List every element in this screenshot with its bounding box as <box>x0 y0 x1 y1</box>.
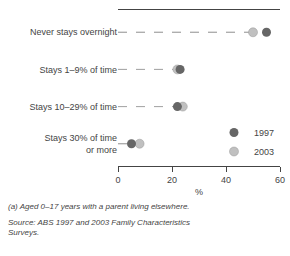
svg-text:Stays 1–9% of time: Stays 1–9% of time <box>39 65 117 75</box>
svg-text:%: % <box>195 187 203 197</box>
svg-text:0: 0 <box>115 175 120 185</box>
svg-text:1997: 1997 <box>254 128 274 138</box>
svg-text:40: 40 <box>221 175 231 185</box>
svg-text:Never stays overnight: Never stays overnight <box>30 27 118 37</box>
svg-text:60: 60 <box>275 175 285 185</box>
svg-text:20: 20 <box>167 175 177 185</box>
svg-text:Source: ABS 1997 and 2003 Fami: Source: ABS 1997 and 2003 Family Charact… <box>8 218 190 237</box>
svg-text:2003: 2003 <box>254 147 274 157</box>
svg-text:Stays 30% of timeor more: Stays 30% of timeor more <box>44 133 117 155</box>
svg-text:Stays 10–29% of time: Stays 10–29% of time <box>29 102 117 112</box>
svg-text:(a) Aged 0–17 years with a par: (a) Aged 0–17 years with a parent living… <box>8 202 190 211</box>
